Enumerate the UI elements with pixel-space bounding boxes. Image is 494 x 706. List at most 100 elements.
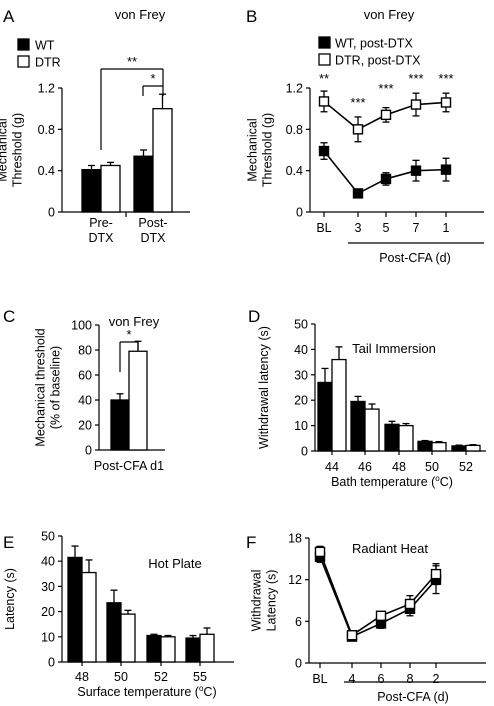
x-tick-label: DTX (89, 231, 115, 245)
data-point (314, 546, 326, 558)
chart-title: von Frey (109, 314, 160, 329)
data-point (318, 145, 330, 157)
y-tick-label: 50 (294, 318, 308, 332)
x-tick-label: 5 (383, 221, 390, 235)
y-tick-label: 0.8 (38, 123, 55, 137)
bar (160, 636, 176, 663)
y-tick-label: 6 (295, 615, 302, 629)
x-tick-label: 48 (392, 460, 406, 474)
y-tick-label: 20 (294, 394, 308, 408)
bar (431, 441, 447, 452)
bar (465, 444, 481, 452)
x-tick-label: 46 (358, 460, 372, 474)
x-tick-label: 50 (114, 670, 128, 684)
bar (133, 155, 154, 213)
y-axis-label: Mechanical threshold (34, 328, 48, 446)
bar (106, 602, 122, 663)
panel-a: A 0 0.4 0.8 1.2 Mechanical Threshold (g) von Fr… (0, 7, 190, 245)
chart-title: Tail Immersion (352, 341, 436, 356)
bar (100, 164, 121, 213)
x-tick-label: 6 (378, 672, 385, 686)
x-tick-label: 8 (407, 672, 414, 686)
panel-e: E 0 10 20 30 40 50 Latency (s) Hot Plate 48 50 52 55… (3, 530, 234, 699)
sig-label: * (126, 327, 131, 342)
y-tick-label: 40 (78, 394, 92, 408)
bar (185, 637, 201, 663)
data-point (410, 99, 422, 110)
y-tick-label: 100 (71, 319, 92, 333)
y-axis-label: Withdrawal latency (s) (257, 326, 271, 449)
x-tick-label: 4 (349, 672, 356, 686)
data-point (352, 188, 364, 199)
data-point (318, 96, 330, 107)
y-tick-label: 60 (78, 369, 92, 383)
x-tick-label: 52 (459, 460, 473, 474)
legend-swatch (17, 38, 30, 51)
y-tick-label: 20 (41, 605, 55, 619)
x-tick-label: Post- (138, 216, 167, 230)
y-tick-label: 0.4 (286, 164, 303, 178)
y-tick-label: 0 (301, 445, 308, 459)
bar (81, 571, 97, 663)
bar (364, 408, 380, 452)
data-point (346, 630, 358, 641)
y-tick-label: 50 (41, 530, 55, 544)
panel-letter: F (246, 533, 256, 552)
sig-label: ** (127, 54, 137, 69)
sig-label: *** (438, 71, 453, 86)
x-tick-label: 50 (425, 460, 439, 474)
sig-label: *** (408, 71, 423, 86)
panel-letter: E (3, 533, 14, 552)
bar (67, 556, 83, 663)
y-tick-label: 30 (294, 368, 308, 382)
x-tick-label: 1 (443, 221, 450, 235)
x-axis-label: Post-CFA (d) (379, 251, 451, 265)
y-axis-label: Threshold (g) (11, 113, 25, 187)
panel-f: F Radiant Heat 0 6 12 18 Withdrawal Latency (s)… (246, 532, 486, 704)
panel-letter: B (246, 7, 257, 26)
x-tick-label: 48 (75, 670, 89, 684)
bar (384, 423, 400, 452)
x-axis-label: Bath temperature (oC) (331, 474, 453, 489)
chart-title: von Frey (115, 7, 166, 22)
y-tick-label: 1.2 (38, 82, 55, 96)
x-tick-label: 52 (154, 670, 168, 684)
y-tick-label: 0 (48, 206, 55, 220)
x-tick-label: Pre- (89, 216, 113, 230)
legend-label: DTR (35, 56, 61, 70)
data-point (410, 165, 422, 176)
bar (110, 399, 130, 451)
y-tick-label: 12 (288, 573, 302, 587)
y-tick-label: 40 (41, 555, 55, 569)
panel-letter: D (248, 307, 260, 326)
bar (128, 350, 148, 451)
bar (398, 424, 414, 452)
y-tick-label: 20 (78, 419, 92, 433)
y-axis-label: Latency (s) (3, 568, 17, 630)
chart-title: von Frey (364, 7, 415, 22)
y-axis-label: Mechanical (246, 118, 260, 181)
y-tick-label: 10 (41, 630, 55, 644)
bar (152, 108, 173, 213)
data-point (440, 164, 452, 175)
x-tick-label: 7 (413, 221, 420, 235)
data-point (430, 568, 442, 580)
y-axis-label: Latency (s) (265, 570, 279, 632)
bar (317, 381, 333, 452)
y-tick-label: 0 (295, 657, 302, 671)
y-tick-label: 0.4 (38, 164, 55, 178)
y-axis-label: (% of baseline) (49, 346, 63, 429)
bar (331, 358, 347, 452)
y-axis-label: Mechanical (0, 118, 10, 181)
legend-swatch (17, 55, 30, 68)
panel-d: D 0 10 20 30 40 50 Withdrawal latency (s) Tail I… (248, 307, 486, 489)
x-tick-label: 55 (193, 670, 207, 684)
y-tick-label: 40 (294, 343, 308, 357)
data-point (404, 598, 416, 610)
y-axis-label: Withdrawal (250, 570, 264, 632)
data-point (380, 173, 392, 185)
y-tick-label: 10 (294, 419, 308, 433)
x-tick-label: DTX (141, 231, 167, 245)
